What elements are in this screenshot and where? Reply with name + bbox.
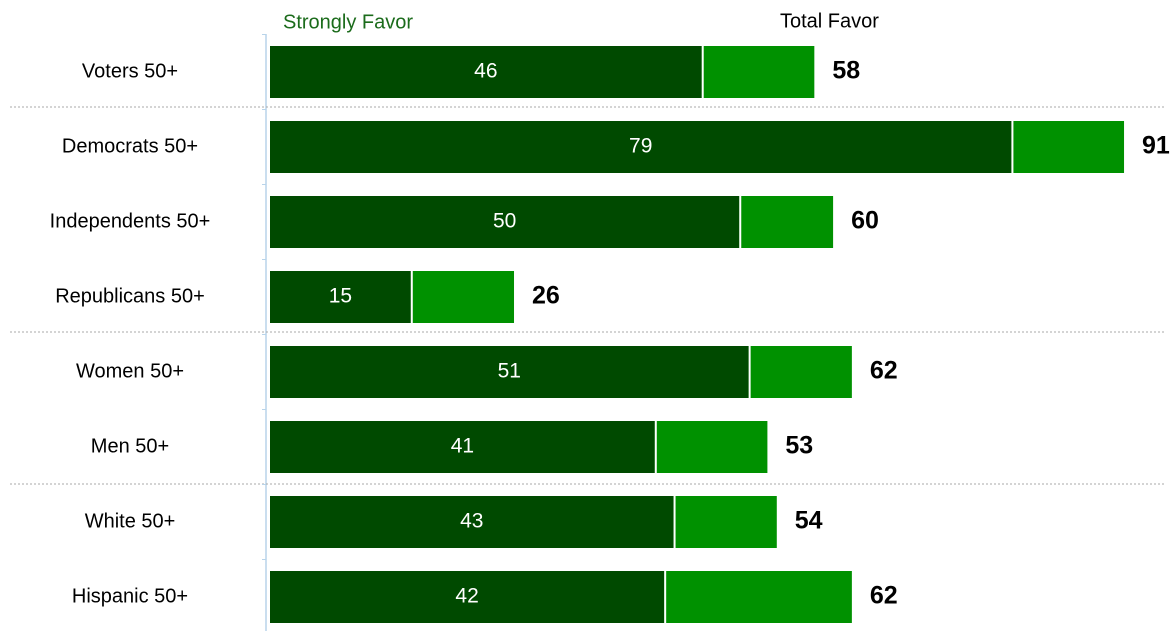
strongly-label: 50	[493, 210, 516, 233]
category-label: Democrats 50+	[62, 135, 198, 157]
total-label: 60	[851, 207, 879, 235]
strongly-label: 51	[498, 360, 521, 383]
total-label: 54	[795, 507, 823, 535]
total-label: 91	[1142, 132, 1170, 160]
category-label: White 50+	[85, 510, 176, 532]
total-label: 62	[870, 357, 898, 385]
category-label: Republicans 50+	[55, 285, 205, 307]
legend-strongly: Strongly Favor	[283, 11, 413, 33]
strongly-label: 15	[329, 285, 352, 308]
total-label: 53	[785, 432, 813, 460]
strongly-label: 46	[474, 60, 497, 83]
strongly-label: 43	[460, 510, 483, 533]
strongly-bar	[270, 571, 665, 623]
strongly-bar	[270, 421, 655, 473]
strongly-label: 79	[629, 135, 652, 158]
category-label: Independents 50+	[50, 210, 211, 232]
strongly-bar	[270, 346, 749, 398]
strongly-bar	[270, 121, 1012, 173]
strongly-label: 41	[451, 435, 474, 458]
strongly-bar	[270, 271, 411, 323]
strongly-bar	[270, 46, 702, 98]
category-label: Voters 50+	[82, 60, 178, 82]
strongly-bar	[270, 496, 674, 548]
category-label: Men 50+	[91, 435, 169, 457]
total-label: 58	[832, 57, 860, 85]
category-label: Women 50+	[76, 360, 184, 382]
legend-total: Total Favor	[780, 10, 879, 32]
total-label: 26	[532, 282, 560, 310]
strongly-bar	[270, 196, 740, 248]
category-label: Hispanic 50+	[72, 585, 188, 607]
total-label: 62	[870, 582, 898, 610]
strongly-label: 42	[455, 585, 478, 608]
